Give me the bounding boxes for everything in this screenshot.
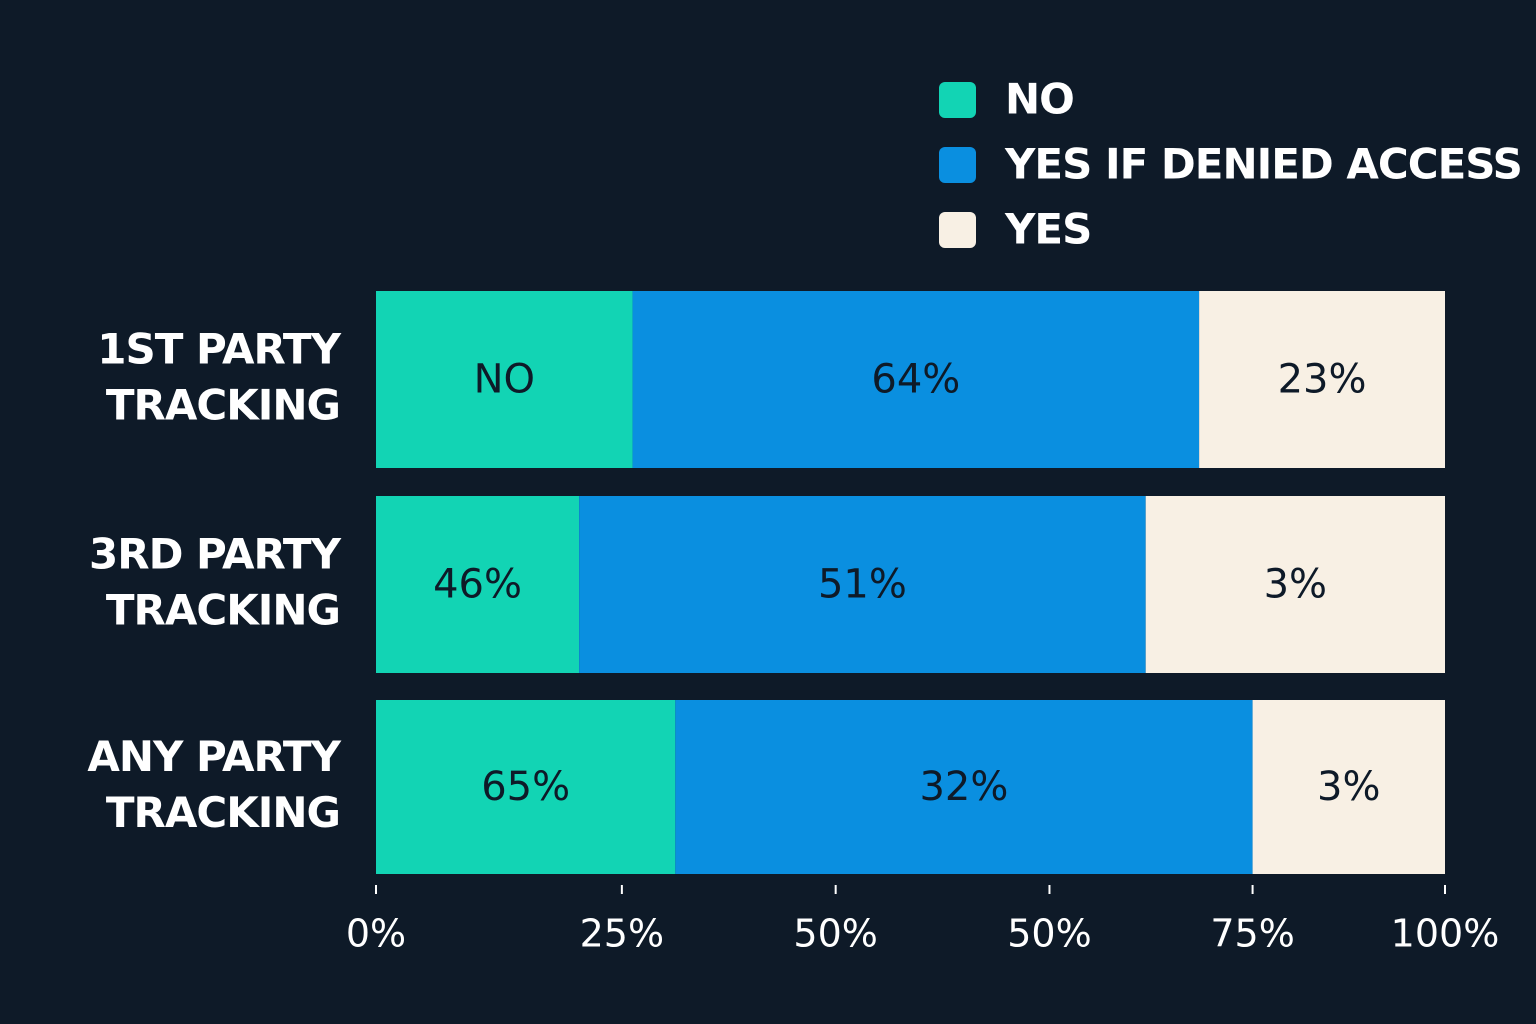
data-label: 65% xyxy=(481,764,570,810)
x-tick-label: 50% xyxy=(1007,912,1091,956)
bar-segment xyxy=(675,700,1253,874)
legend-label: YES IF DENIED ACCESS xyxy=(1004,140,1522,189)
data-label: 64% xyxy=(871,357,960,403)
bar-segment xyxy=(632,291,1200,468)
legend-label: YES xyxy=(1004,205,1091,254)
x-tick-label: 25% xyxy=(580,912,664,956)
x-tick-label: 100% xyxy=(1391,912,1500,956)
data-label: 23% xyxy=(1278,357,1367,403)
x-tick-label: 75% xyxy=(1210,912,1294,956)
bar-segment xyxy=(579,496,1146,673)
data-label: 51% xyxy=(818,562,907,608)
bar-segment xyxy=(376,700,676,874)
category-label: 3RD PARTY TRACKING xyxy=(89,529,342,634)
data-label: NO xyxy=(474,357,535,403)
bar-segment xyxy=(376,291,633,468)
legend-swatch xyxy=(939,147,976,183)
data-label: 32% xyxy=(919,764,1008,810)
legend-swatch xyxy=(939,212,976,248)
legend-swatch xyxy=(939,82,976,118)
data-label: 3% xyxy=(1317,764,1380,810)
bar-segment xyxy=(1145,496,1445,673)
data-label: 46% xyxy=(433,562,522,608)
x-tick-label: 50% xyxy=(793,912,877,956)
category-label: 1ST PARTY TRACKING xyxy=(97,324,341,429)
bar-segment xyxy=(1199,291,1445,468)
bar-segment xyxy=(1252,700,1445,874)
legend-label: NO xyxy=(1005,75,1074,124)
x-tick-label: 0% xyxy=(346,912,406,956)
bar-segment xyxy=(376,496,580,673)
category-label: ANY PARTY TRACKING xyxy=(87,732,341,837)
data-label: 3% xyxy=(1264,562,1327,608)
